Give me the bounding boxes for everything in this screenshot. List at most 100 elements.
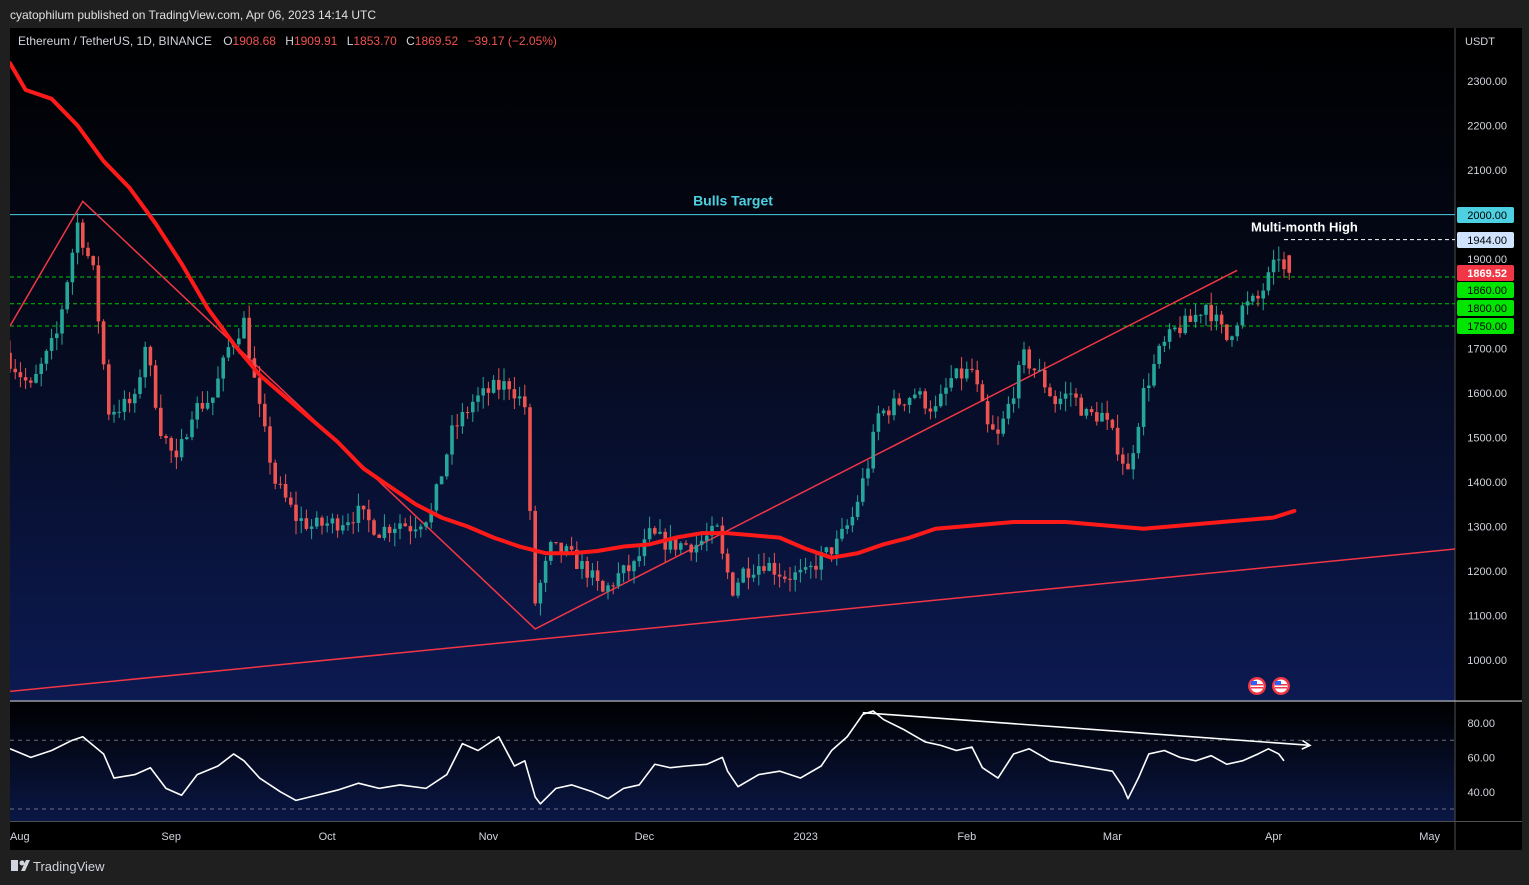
candle[interactable]	[367, 499, 371, 533]
candle[interactable]	[554, 542, 558, 545]
candle[interactable]	[954, 367, 959, 380]
candle[interactable]	[1266, 266, 1271, 296]
oscillator-pane[interactable]	[10, 702, 1455, 821]
candle[interactable]	[143, 341, 147, 388]
divergence-line[interactable]	[862, 711, 1311, 747]
candle[interactable]	[179, 428, 184, 461]
price-tag-support[interactable]: 1860.00	[1457, 282, 1514, 298]
candle[interactable]	[569, 536, 574, 553]
candle[interactable]	[913, 388, 917, 400]
candle[interactable]	[1240, 302, 1245, 329]
candle[interactable]	[1162, 336, 1167, 353]
candle[interactable]	[798, 558, 803, 583]
candle[interactable]	[465, 406, 470, 419]
candle[interactable]	[112, 404, 116, 423]
candle[interactable]	[117, 399, 121, 418]
candle[interactable]	[512, 376, 517, 410]
candle[interactable]	[1027, 346, 1031, 375]
candle[interactable]	[133, 388, 137, 413]
candle[interactable]	[585, 556, 589, 588]
candle[interactable]	[725, 548, 730, 580]
candle[interactable]	[538, 579, 543, 616]
candle[interactable]	[190, 411, 194, 441]
candle[interactable]	[985, 394, 990, 433]
price-axis[interactable]	[1455, 28, 1522, 701]
candle[interactable]	[1204, 303, 1208, 326]
candle[interactable]	[689, 543, 693, 561]
candle[interactable]	[575, 541, 579, 570]
candle[interactable]	[294, 491, 298, 535]
candle[interactable]	[408, 515, 413, 545]
candle[interactable]	[892, 389, 896, 421]
candle[interactable]	[1063, 381, 1068, 412]
candle[interactable]	[49, 328, 54, 360]
candle[interactable]	[1167, 323, 1172, 350]
candle[interactable]	[299, 506, 303, 534]
candle[interactable]	[793, 565, 797, 592]
price-tag-high[interactable]: 1944.00	[1457, 232, 1514, 248]
candle[interactable]	[122, 390, 127, 421]
candle[interactable]	[507, 377, 511, 400]
oscillator-line[interactable]	[10, 710, 1285, 805]
candle[interactable]	[1058, 391, 1063, 410]
candle[interactable]	[595, 560, 600, 591]
oscillator-axis[interactable]	[1455, 702, 1522, 821]
candle[interactable]	[1219, 310, 1224, 334]
candle[interactable]	[60, 304, 64, 345]
candle[interactable]	[278, 476, 283, 489]
candle[interactable]	[1188, 308, 1193, 323]
candle[interactable]	[1043, 361, 1047, 394]
candle[interactable]	[1074, 388, 1078, 407]
candle[interactable]	[1131, 444, 1135, 480]
main-pane[interactable]	[10, 28, 1455, 701]
candle[interactable]	[309, 519, 314, 540]
candle[interactable]	[148, 345, 153, 377]
candle[interactable]	[1053, 390, 1057, 413]
candle[interactable]	[247, 305, 251, 360]
candle[interactable]	[164, 434, 168, 445]
us-flag-icon[interactable]	[1248, 677, 1266, 695]
candle[interactable]	[96, 256, 101, 334]
candle[interactable]	[757, 553, 761, 586]
candle[interactable]	[939, 384, 943, 408]
candle[interactable]	[715, 523, 719, 527]
candle[interactable]	[1261, 283, 1265, 311]
candle[interactable]	[741, 566, 745, 584]
candle[interactable]	[70, 248, 75, 295]
candle[interactable]	[335, 514, 340, 538]
time-axis[interactable]	[10, 822, 1522, 850]
price-tag-support[interactable]: 1800.00	[1457, 300, 1514, 316]
candle[interactable]	[1199, 313, 1203, 324]
candle[interactable]	[439, 476, 444, 485]
candle[interactable]	[944, 377, 948, 406]
candle[interactable]	[13, 359, 17, 380]
candle[interactable]	[18, 362, 23, 388]
candle[interactable]	[803, 557, 808, 574]
candle[interactable]	[101, 319, 106, 370]
candle[interactable]	[1048, 383, 1052, 398]
candle[interactable]	[543, 556, 548, 592]
candle[interactable]	[138, 369, 142, 399]
candle[interactable]	[242, 311, 246, 339]
candle[interactable]	[1282, 251, 1286, 278]
candle[interactable]	[1245, 291, 1250, 315]
candle[interactable]	[1287, 254, 1291, 280]
candle[interactable]	[788, 566, 792, 592]
candle[interactable]	[1256, 290, 1260, 307]
candle[interactable]	[996, 416, 1000, 446]
candle[interactable]	[1037, 358, 1042, 372]
candle[interactable]	[991, 415, 995, 431]
candle[interactable]	[211, 397, 215, 416]
candle[interactable]	[450, 414, 454, 465]
candle[interactable]	[637, 545, 641, 567]
candle[interactable]	[679, 541, 683, 555]
candle[interactable]	[1105, 400, 1109, 430]
candle[interactable]	[517, 386, 522, 406]
candle[interactable]	[445, 453, 449, 480]
candle[interactable]	[1209, 292, 1213, 331]
candle[interactable]	[1235, 322, 1239, 342]
candle[interactable]	[1017, 360, 1021, 409]
candle[interactable]	[980, 380, 985, 402]
candle[interactable]	[1183, 308, 1187, 335]
candle[interactable]	[632, 559, 636, 584]
